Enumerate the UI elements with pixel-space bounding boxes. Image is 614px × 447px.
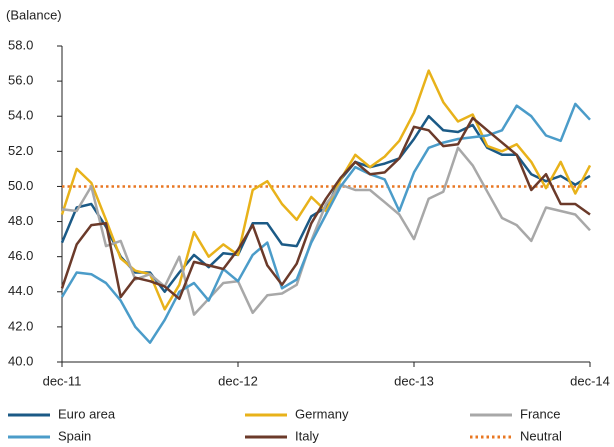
- x-tick-label: dec-11: [43, 373, 82, 388]
- x-tick-label: dec-14: [570, 373, 610, 388]
- series-line: [61, 146, 591, 316]
- legend-label: Italy: [295, 428, 319, 443]
- y-tick-label: 52.0: [8, 143, 33, 158]
- series-line: [60, 102, 591, 344]
- y-tick-label: 40.0: [8, 353, 33, 368]
- y-tick-label: 56.0: [8, 73, 33, 88]
- legend-label: Spain: [58, 428, 91, 443]
- legend-label: Neutral: [520, 428, 562, 443]
- y-tick-label: 44.0: [8, 283, 33, 298]
- legend-label: Euro area: [58, 406, 116, 421]
- y-tick-label: 58.0: [8, 37, 33, 52]
- x-tick-label: dec-12: [218, 373, 258, 388]
- y-axis-label: (Balance): [6, 7, 62, 22]
- y-tick-label: 50.0: [8, 178, 33, 193]
- y-tick-label: 54.0: [8, 108, 33, 123]
- y-tick-label: 42.0: [8, 318, 33, 333]
- series-line: [60, 114, 591, 294]
- y-tick-label: 48.0: [8, 213, 33, 228]
- x-tick-label: dec-13: [394, 373, 434, 388]
- legend-label: Germany: [295, 406, 349, 421]
- series-line: [60, 116, 591, 301]
- y-tick-label: 46.0: [8, 248, 33, 263]
- legend-label: France: [520, 406, 560, 421]
